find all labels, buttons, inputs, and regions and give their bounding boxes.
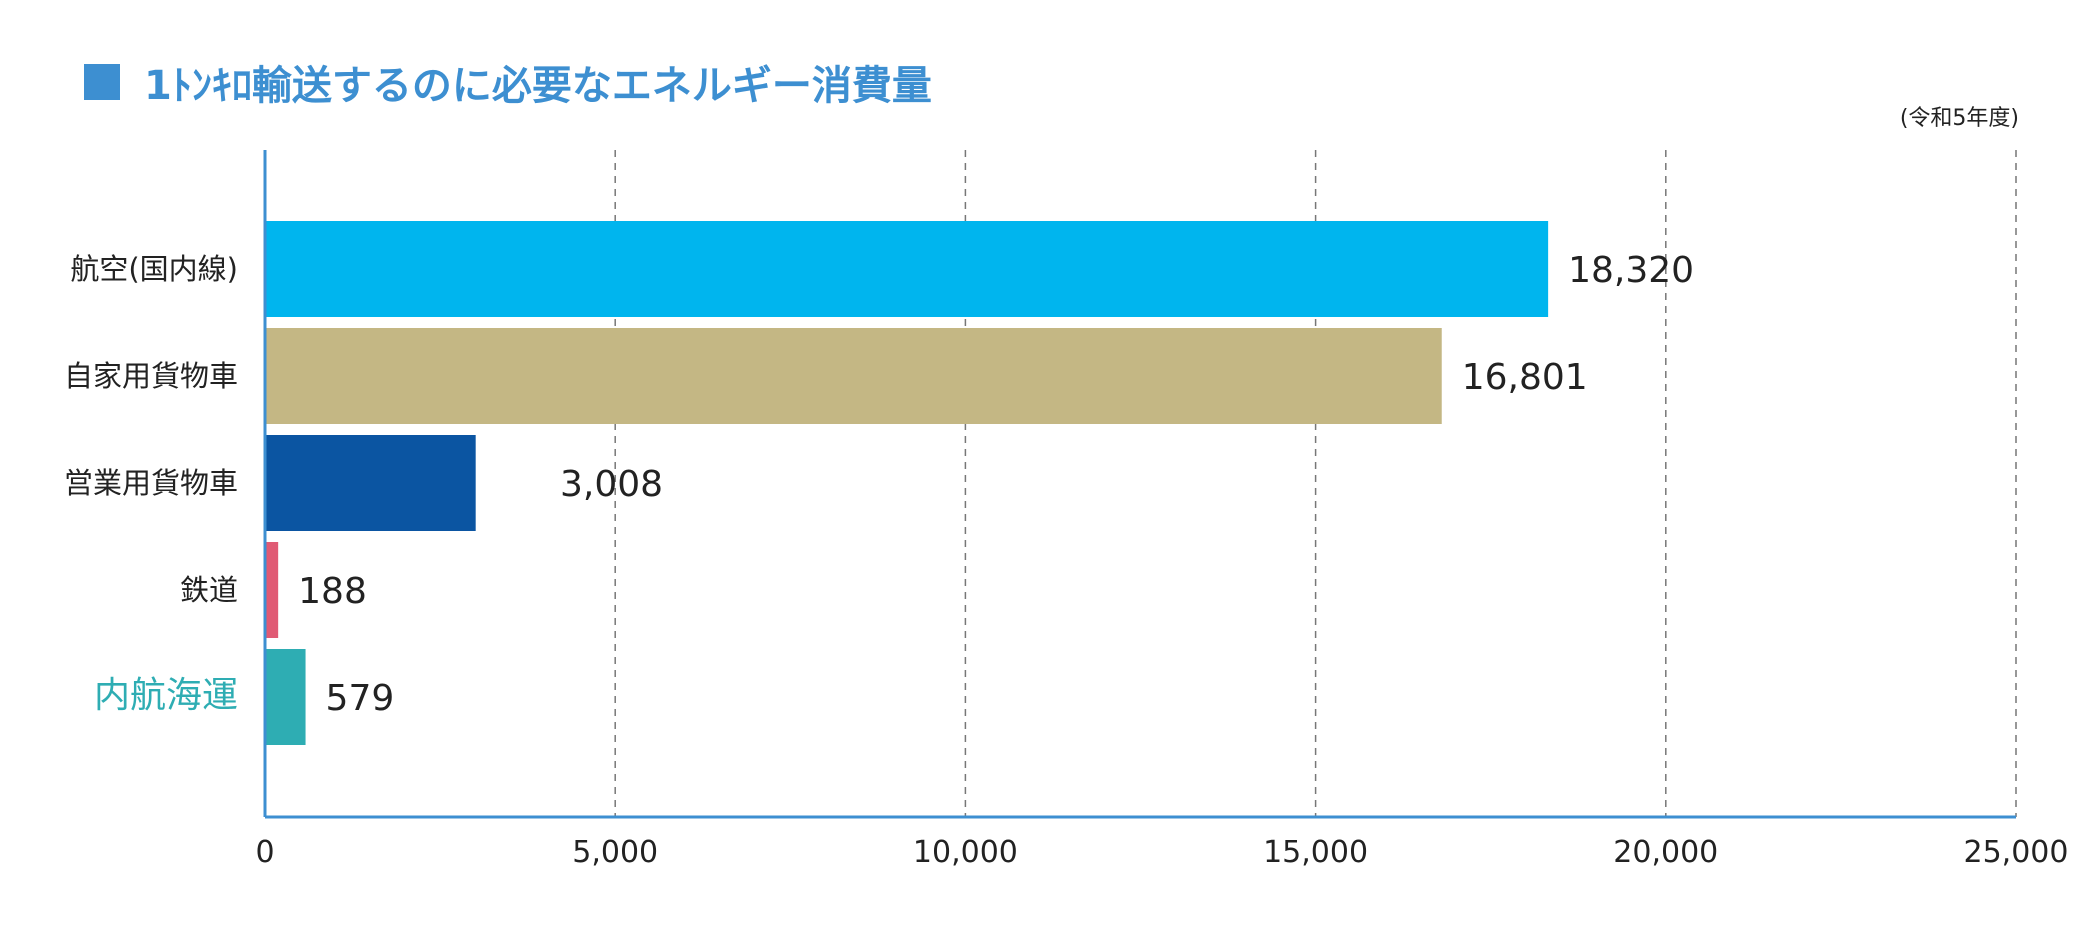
category-label: 内航海運 [94,675,238,716]
category-label: 自家用貨物車 [64,359,238,393]
value-label: 16,801 [1462,357,1588,398]
value-label: 188 [298,571,367,612]
bar [265,328,1442,424]
x-tick-label: 0 [255,835,274,870]
x-tick-label: 25,000 [1964,835,2069,870]
x-tick-label: 10,000 [913,835,1018,870]
category-label: 鉄道 [180,573,238,607]
category-label: 営業用貨物車 [64,466,238,500]
bar [265,435,476,531]
x-tick-label: 5,000 [572,835,658,870]
value-label: 3,008 [560,464,663,505]
bar [265,542,279,638]
bar [265,649,306,745]
value-label: 579 [326,678,395,719]
x-tick-label: 20,000 [1613,835,1718,870]
chart-title-text: 1ﾄﾝｷﾛ輸送するのに必要なエネルギー消費量 [144,63,932,109]
x-tick-label: 15,000 [1263,835,1368,870]
category-label: 航空(国内線) [70,252,238,286]
bar [265,221,1549,317]
chart-title: 1ﾄﾝｷﾛ輸送するのに必要なエネルギー消費量 [84,52,932,112]
title-square-icon [84,64,120,100]
value-label: 18,320 [1568,250,1694,291]
fiscal-year-note: (令和5年度) [1899,106,2019,131]
